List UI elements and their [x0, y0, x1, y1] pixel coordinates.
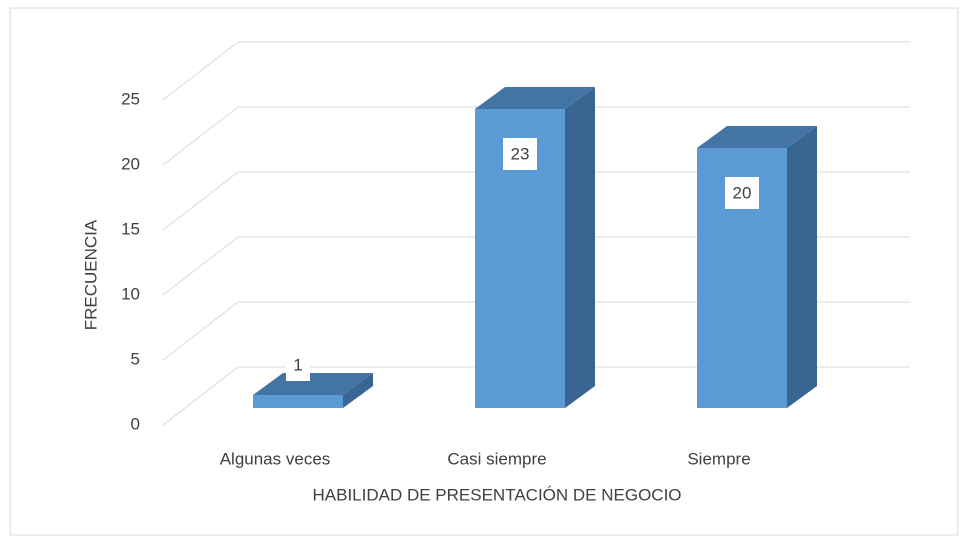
bar-top [253, 373, 373, 395]
bar-side [565, 87, 595, 408]
y-tick-label: 10 [121, 284, 140, 303]
x-tick-label: Casi siempre [447, 449, 546, 468]
grid-line [162, 366, 239, 426]
data-label: 23 [511, 144, 530, 163]
bar [475, 87, 595, 408]
data-label: 1 [293, 355, 302, 374]
x-axis-title: HABILIDAD DE PRESENTACIÓN DE NEGOCIO [312, 485, 681, 504]
bar [697, 126, 817, 408]
grid-line [162, 236, 239, 296]
grid-line [162, 301, 239, 361]
bar-side [787, 126, 817, 408]
y-tick-label: 0 [131, 414, 140, 433]
y-axis-title: FRECUENCIA [81, 219, 100, 330]
x-tick-label: Algunas veces [220, 449, 331, 468]
data-label-box [286, 349, 310, 381]
data-label: 20 [733, 183, 752, 202]
bar-top [475, 87, 595, 109]
data-label-box [725, 177, 759, 209]
data-label-box [503, 138, 537, 170]
grid-line [162, 41, 239, 101]
y-tick-label: 20 [121, 154, 140, 173]
grid-line [162, 171, 239, 231]
bar-top [697, 126, 817, 148]
y-tick-label: 25 [121, 89, 140, 108]
y-tick-label: 5 [131, 349, 140, 368]
y-tick-label: 15 [121, 219, 140, 238]
bar-front [253, 395, 343, 408]
grid-line [162, 106, 239, 166]
x-tick-label: Siempre [687, 449, 750, 468]
bar-side [343, 373, 373, 408]
bar [253, 373, 373, 408]
